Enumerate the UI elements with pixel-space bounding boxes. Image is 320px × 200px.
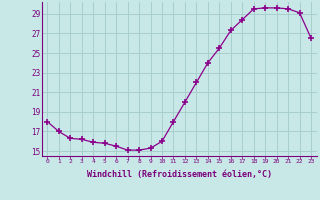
X-axis label: Windchill (Refroidissement éolien,°C): Windchill (Refroidissement éolien,°C) [87, 170, 272, 179]
